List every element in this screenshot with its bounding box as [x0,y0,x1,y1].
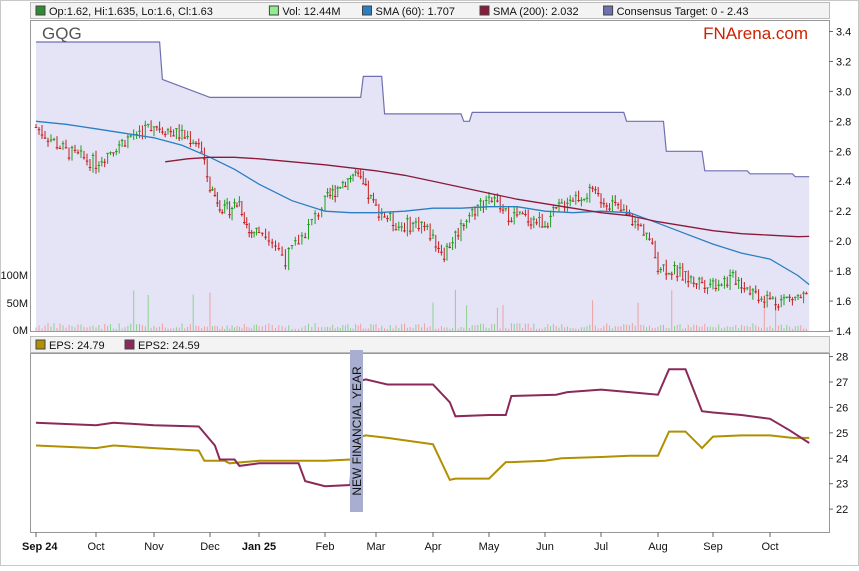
price-y-tick-label: 1.4 [836,326,851,338]
legend-swatch [268,5,279,16]
axes-layer: 1.4 1.6 1.8 2.0 2.2 2.4 2.6 2.8 3.0 3.2 3.4 0M 50M 10… [0,26,851,553]
eps-lines-layer [35,368,810,488]
x-tick-label: Feb [316,541,335,553]
eps-line [35,430,810,482]
legend-label: EPS2: 24.59 [138,340,200,352]
legend-label: EPS: 24.79 [49,340,105,352]
price-legend-bar [30,2,830,19]
new-financial-year-label: NEW FINANCIAL YEAR [350,366,364,496]
x-tick-label: Oct [761,541,778,553]
x-tick-label: Jun [536,541,554,553]
eps-y-tick-label: 23 [836,479,848,491]
volume-layer [35,289,807,331]
legend-label: SMA (60): 1.707 [376,6,456,18]
legend-label: Vol: 12.44M [282,6,340,18]
price-y-tick-label: 1.6 [836,296,851,308]
legend-label: Op:1.62, Hi:1.635, Lo:1.6, Cl:1.63 [49,6,213,18]
legend-swatch [124,339,135,350]
eps-legend: EPS: 24.79 EPS2: 24.59 [35,339,200,352]
x-tick-label: Nov [144,541,164,553]
price-legend: Op:1.62, Hi:1.635, Lo:1.6, Cl:1.63 Vol: 1… [35,5,749,18]
sma60-line [35,120,810,286]
price-y-tick-label: 2.4 [836,176,851,188]
legend-swatch [362,5,372,16]
x-tick-label: Sep [703,541,723,553]
x-tick-label: Mar [367,541,386,553]
price-y-tick-label: 1.8 [836,266,851,278]
price-y-tick-label: 3.0 [836,86,851,98]
x-tick-label: Apr [424,541,441,553]
legend-swatch [603,5,614,16]
eps-y-tick-label: 27 [836,377,848,389]
sma-lines-layer [35,120,810,286]
new-financial-year-marker [350,350,363,512]
legend-swatch [479,5,490,16]
brand-label: FNArena.com [703,24,808,43]
eps2-line [35,368,810,488]
volume-tick-label: 100M [0,270,28,282]
legend-swatch [35,5,46,16]
candles-layer [34,120,808,311]
price-y-tick-label: 3.2 [836,56,851,68]
x-tick-label: Oct [87,541,104,553]
x-tick-label: Dec [200,541,220,553]
ticker-label: GQG [42,24,82,43]
legend-label: Consensus Target: 0 - 2.43 [617,6,749,18]
eps-y-tick-label: 22 [836,504,848,516]
price-y-tick-label: 2.2 [836,206,851,218]
volume-tick-label: 0M [13,325,28,337]
price-y-tick-label: 2.8 [836,116,851,128]
price-y-tick-label: 2.0 [836,236,851,248]
price-y-tick-label: 2.6 [836,146,851,158]
consensus-target-layer [36,41,810,331]
consensus-target-area [36,42,810,331]
x-tick-label: Jul [594,541,608,553]
sma200-line [165,156,810,238]
volume-tick-label: 50M [7,298,28,310]
eps-y-tick-label: 25 [836,428,848,440]
eps-legend-bar [30,336,830,353]
eps-y-tick-label: 28 [836,352,848,364]
x-tick-label: May [479,541,500,553]
x-tick-label: Sep 24 [22,541,58,553]
x-tick-label: Jan 25 [242,541,276,553]
eps-y-tick-label: 26 [836,402,848,414]
eps-y-tick-label: 24 [836,453,848,465]
price-y-tick-label: 3.4 [836,26,851,38]
consensus-target-line [36,41,810,178]
legend-label: SMA (200): 2.032 [493,6,579,18]
legend-swatch [35,339,46,350]
x-tick-label: Aug [648,541,668,553]
